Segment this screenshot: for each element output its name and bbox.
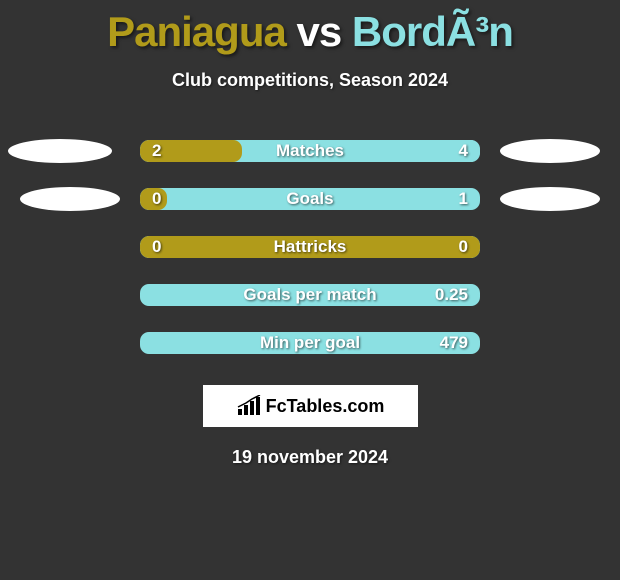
watermark-text: FcTables.com [266,396,385,417]
bar-label: Min per goal [140,332,480,354]
bar-label: Goals [140,188,480,210]
date-text: 19 november 2024 [232,447,388,468]
title-vs: vs [286,8,352,55]
val-right: 4 [459,141,468,161]
bar-track: Matches [140,140,480,162]
title-player1: Paniagua [107,8,286,55]
watermark: FcTables.com [203,385,418,427]
bar-track: Min per goal [140,332,480,354]
stat-row: Min per goal479 [0,331,620,355]
stat-row: Goals0 1 [0,187,620,211]
val-right: 0 [459,237,468,257]
val-right: 1 [459,189,468,209]
bar-label: Matches [140,140,480,162]
val-left: 2 [152,141,161,161]
bar-track: Hattricks [140,236,480,258]
bar-track: Goals per match [140,284,480,306]
stat-row: Matches2 4 [0,139,620,163]
stat-row: Hattricks0 0 [0,235,620,259]
title-player2: BordÃ³n [352,8,513,55]
val-left: 0 [152,189,161,209]
chart-icon [236,395,264,417]
bar-label: Hattricks [140,236,480,258]
subtitle: Club competitions, Season 2024 [172,70,448,91]
stats-area: Matches24Goals01Hattricks00Goals per mat… [0,139,620,355]
stat-row: Goals per match0.25 [0,283,620,307]
bar-track: Goals [140,188,480,210]
page-title: Paniagua vs BordÃ³n [107,8,513,56]
val-left: 0 [152,237,161,257]
val-right: 0.25 [435,285,468,305]
val-right: 479 [440,333,468,353]
bar-label: Goals per match [140,284,480,306]
